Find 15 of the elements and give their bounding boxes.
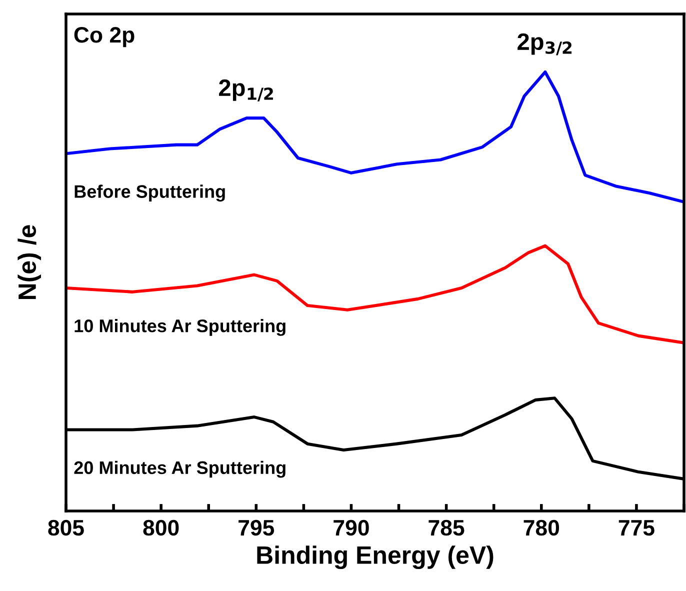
x-tick-label: 800 bbox=[143, 520, 179, 536]
annotation: 2p$_{1/2}$ bbox=[219, 79, 273, 102]
x-tick-label: 795 bbox=[238, 520, 274, 536]
x-tick-label: 775 bbox=[618, 520, 654, 536]
series-label: 20 Minutes Ar Sputtering bbox=[74, 460, 286, 478]
series-label: Before Sputtering bbox=[74, 184, 225, 202]
x-tick-label: 790 bbox=[334, 520, 369, 536]
x-tick-label: 805 bbox=[48, 520, 84, 536]
x-tick-label: 785 bbox=[428, 520, 464, 536]
x-tick-label: 780 bbox=[524, 520, 560, 536]
annotation: 2p$_{3/2}$ bbox=[518, 33, 572, 56]
x-axis-title: Binding Energy (eV) bbox=[257, 546, 494, 570]
series-label: 10 Minutes Ar Sputtering bbox=[74, 319, 286, 336]
text: Co 2p bbox=[74, 27, 134, 48]
y-axis-title: N(e) /e bbox=[18, 225, 41, 300]
